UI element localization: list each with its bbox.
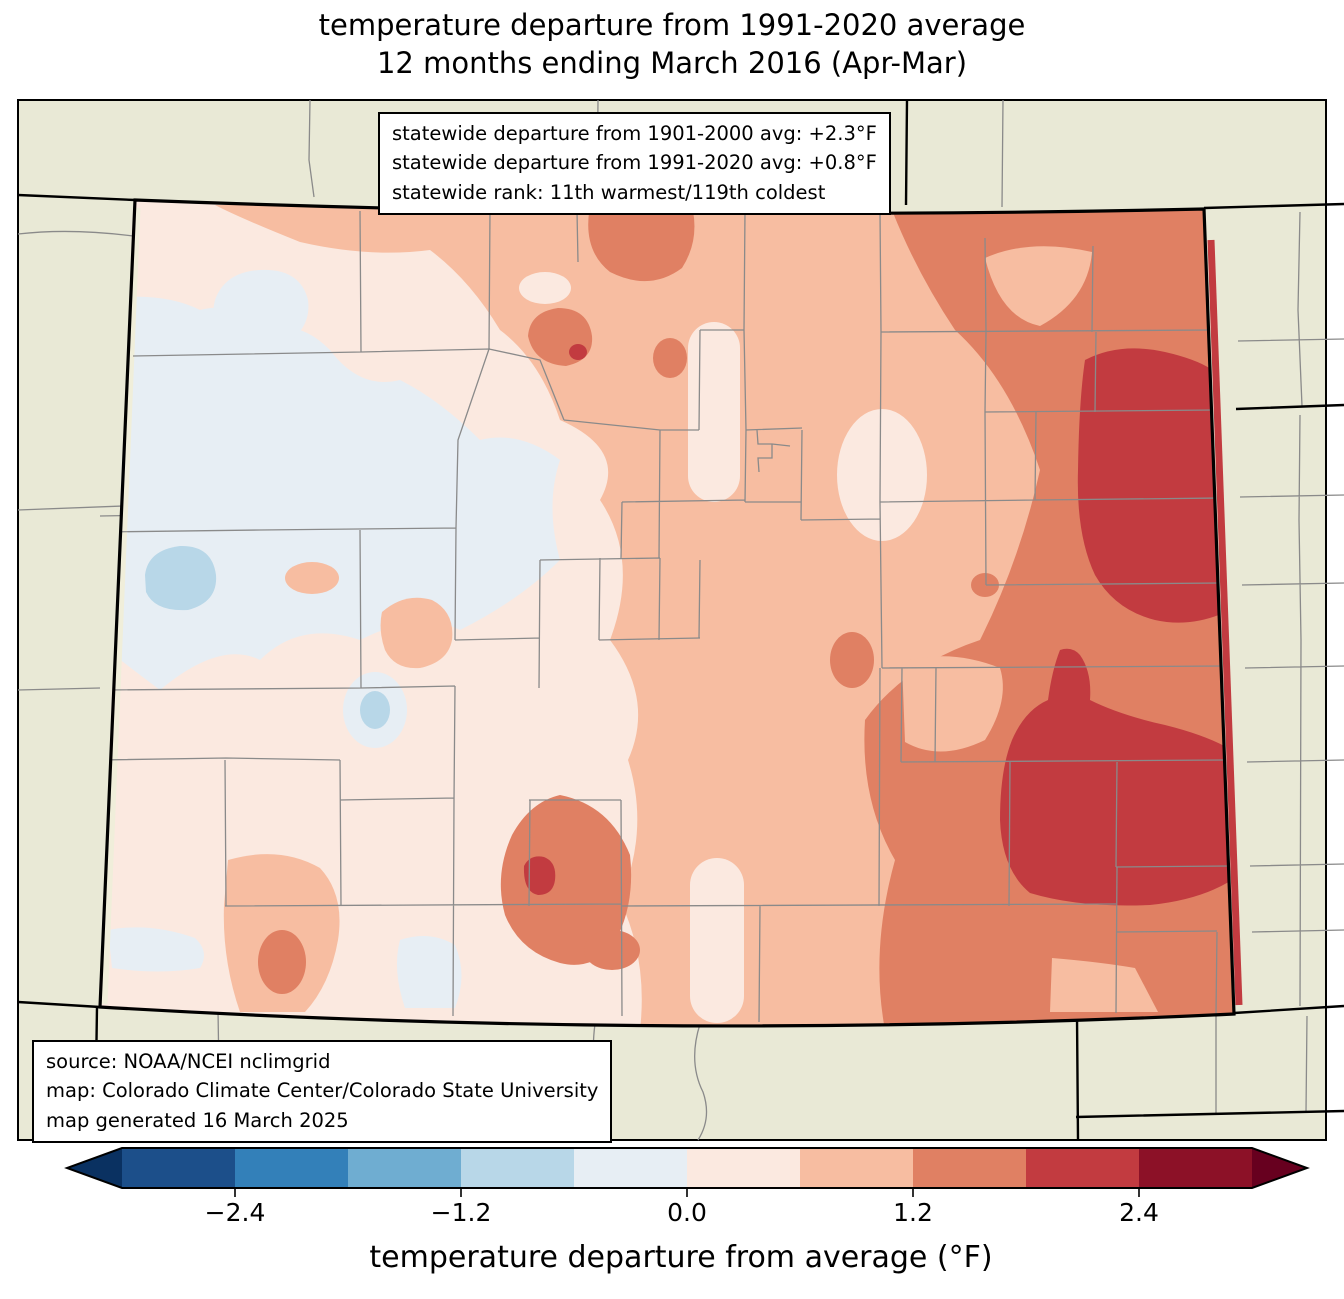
contour-band-12-18-south-central: [500, 795, 632, 965]
colorbar: [64, 1147, 1310, 1197]
colorbar-under-arrow: [67, 1148, 122, 1188]
stats-line-1991-2020: statewide departure from 1991-2020 avg: …: [392, 151, 877, 175]
stats-line-rank: statewide rank: 11th warmest/119th colde…: [392, 180, 826, 204]
colorbar-tick-12: 1.2: [893, 1198, 933, 1227]
contour-band-06-12-west1: [285, 562, 339, 594]
contour-band-06-12-wedge3: [1050, 958, 1158, 1012]
colorbar-outline: [64, 1147, 1310, 1189]
colorbar-over-arrow: [1252, 1148, 1307, 1188]
contour-band-12-18-north-blob: [588, 206, 695, 282]
source-box: source: NOAA/NCEI nclimgrid map: Colorad…: [32, 1040, 613, 1143]
colorbar-seg-0: [122, 1148, 235, 1188]
contour-band-12-18-sw-spot: [258, 930, 306, 994]
east-border-data-sliver: [1207, 239, 1243, 1006]
contour-band-m06-0-nw: [213, 269, 309, 351]
map-credit-line: map: Colorado Climate Center/Colorado St…: [46, 1079, 599, 1103]
contour-band-12-18-blob3: [653, 338, 687, 378]
colorbar-tick-m24: −2.4: [204, 1198, 266, 1227]
contour-band-m06-0-sw: [108, 927, 204, 972]
colorbar-seg-4: [574, 1148, 687, 1188]
colorbar-seg-8: [1026, 1148, 1139, 1188]
contour-band-m06-0-south: [396, 936, 462, 1008]
colorbar-seg-3: [461, 1148, 574, 1188]
contour-band-06-12-wedge2: [902, 656, 1003, 752]
contour-band-06-12-west2: [380, 597, 453, 669]
colorbar-tick-marks: [234, 1188, 1140, 1197]
colorbar-tick-m12: −1.2: [430, 1198, 492, 1227]
colorbar-tick-24: 2.4: [1119, 1198, 1159, 1227]
stats-box: statewide departure from 1901-2000 avg: …: [378, 112, 891, 215]
stats-line-1901-2000: statewide departure from 1901-2000 avg: …: [392, 122, 877, 145]
contour-band-18-24-northeast: [1077, 348, 1226, 623]
contour-band-0-06-hole3: [690, 858, 744, 1023]
colorbar-tick-0: 0.0: [667, 1198, 707, 1227]
contour-band-0-06-hole2: [688, 322, 740, 502]
colorbar-seg-2: [348, 1148, 461, 1188]
contour-band-18-24-core-sc: [523, 856, 556, 895]
title-line-2: 12 months ending March 2016 (Apr-Mar): [376, 46, 968, 81]
colorbar-seg-7: [913, 1148, 1026, 1188]
colorado-county-lines: [100, 210, 1230, 1023]
contour-band-12-18-tail: [584, 930, 640, 970]
contour-band-18-24-southeast: [1000, 648, 1232, 906]
generated-date-line: map generated 16 March 2025: [46, 1108, 349, 1132]
contour-fills: [100, 200, 1234, 1026]
colorbar-seg-5: [687, 1148, 800, 1188]
source-line: source: NOAA/NCEI nclimgrid: [46, 1050, 331, 1073]
colorbar-axis-label: temperature departure from average (°F): [369, 1240, 993, 1275]
west-edge-gap: [100, 207, 141, 1005]
contour-band-0-06-hole1: [837, 409, 927, 541]
colorbar-seg-9: [1139, 1148, 1252, 1188]
contour-band-18-24-core-n: [569, 344, 587, 360]
colorbar-seg-6: [800, 1148, 913, 1188]
contour-band-12-18-spot1: [971, 573, 999, 597]
title-line-1: temperature departure from 1991-2020 ave…: [318, 8, 1026, 42]
colorbar-seg-1: [235, 1148, 348, 1188]
contour-band-12-18-spot2: [830, 632, 874, 688]
contour-band-m12-m06-blob2: [360, 691, 390, 729]
contour-band-m12-m06-blob1: [145, 545, 217, 611]
page-title: temperature departure from 1991-2020 ave…: [0, 6, 1344, 83]
contour-band-06-12-wedge1: [985, 246, 1092, 326]
contour-band-0-06-hole4: [519, 272, 571, 304]
